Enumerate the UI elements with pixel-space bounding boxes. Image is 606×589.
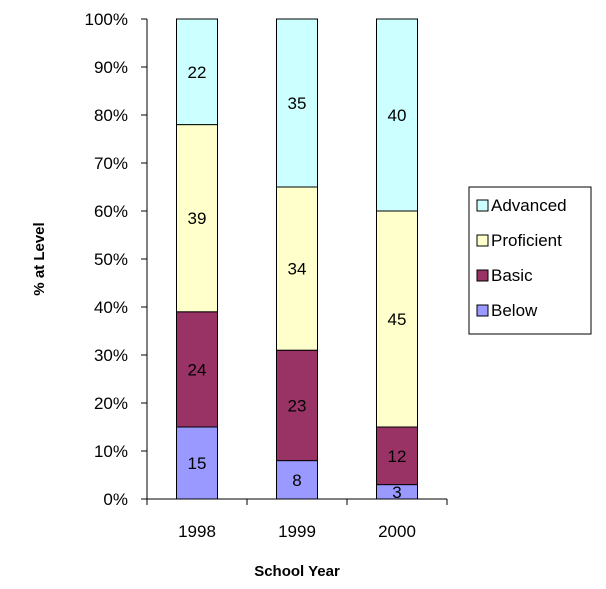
x-tick-label-1999: 1999: [278, 522, 316, 541]
data-label-basic-2000: 12: [388, 447, 407, 466]
y-tick-label: 70%: [94, 154, 128, 173]
data-label-advanced-1999: 35: [288, 94, 307, 113]
legend-swatch-proficient: [476, 234, 489, 247]
data-label-below-1998: 15: [188, 454, 207, 473]
x-tick-label-2000: 2000: [378, 522, 416, 541]
x-axis-title: School Year: [254, 563, 340, 580]
bar-segment-below-1998: [176, 426, 218, 500]
legend-swatch-advanced: [476, 199, 489, 212]
data-label-below-1999: 8: [292, 471, 301, 490]
data-label-advanced-1998: 22: [188, 63, 207, 82]
bar-segment-basic-1998: [176, 311, 218, 428]
bar-segment-basic-1999: [276, 349, 318, 462]
y-tick-label: 60%: [94, 202, 128, 221]
y-tick-label: 30%: [94, 346, 128, 365]
x-tick-label-1998: 1998: [178, 522, 216, 541]
data-label-basic-1998: 24: [188, 360, 207, 379]
legend-label-basic: Basic: [491, 266, 533, 285]
y-tick-label: 100%: [85, 10, 128, 29]
bar-segment-proficient-1999: [276, 186, 318, 351]
data-label-advanced-2000: 40: [388, 106, 407, 125]
data-label-proficient-1998: 39: [188, 209, 207, 228]
bar-segment-advanced-1998: [176, 18, 218, 126]
bar-segment-advanced-1999: [276, 18, 318, 188]
legend-swatch-basic: [476, 269, 489, 282]
data-label-proficient-2000: 45: [388, 310, 407, 329]
y-tick-label: 10%: [94, 442, 128, 461]
bars-layer: [176, 18, 418, 500]
y-axis-title: % at Level: [31, 222, 48, 295]
bar-segment-advanced-2000: [376, 18, 418, 212]
y-tick-label: 40%: [94, 298, 128, 317]
data-labels-layer: 15 24 39 22 8 23 34 35 3 12 45 40: [188, 63, 407, 502]
legend-swatch-below: [476, 304, 489, 317]
legend: Advanced Proficient Basic Below: [468, 186, 592, 335]
data-label-below-2000: 3: [392, 483, 401, 502]
y-tick-label: 0%: [103, 490, 128, 509]
data-label-proficient-1999: 34: [288, 260, 307, 279]
legend-label-proficient: Proficient: [491, 231, 562, 250]
legend-label-advanced: Advanced: [491, 196, 567, 215]
data-label-basic-1999: 23: [288, 396, 307, 415]
legend-label-below: Below: [491, 301, 538, 320]
legend-box: [468, 186, 592, 335]
axes-layer: 1998 1999 2000 0% 10% 20% 30% 40% 50% 60% 70% 80% 90…: [85, 10, 448, 541]
y-tick-label: 20%: [94, 394, 128, 413]
y-tick-label: 50%: [94, 250, 128, 269]
bar-segment-basic-2000: [376, 426, 418, 486]
y-tick-label: 90%: [94, 58, 128, 77]
y-tick-label: 80%: [94, 106, 128, 125]
